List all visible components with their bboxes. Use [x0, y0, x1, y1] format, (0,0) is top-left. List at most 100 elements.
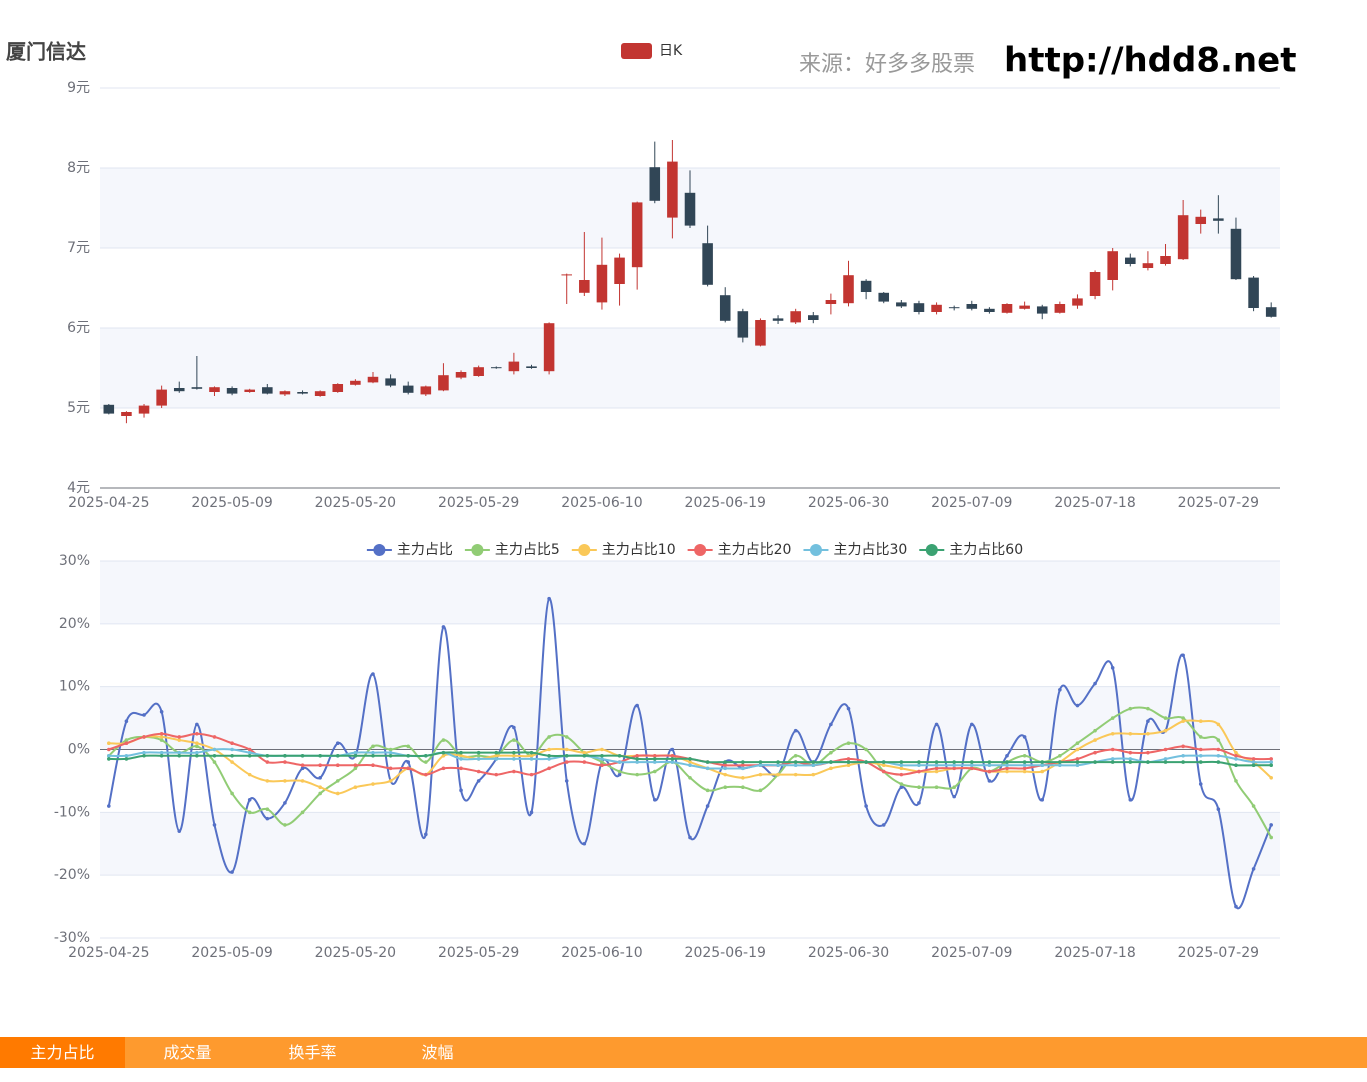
point: [899, 766, 904, 771]
point: [758, 763, 763, 768]
point: [952, 766, 956, 771]
point: [1198, 753, 1203, 758]
point: [371, 672, 375, 676]
point: [512, 725, 516, 730]
point: [247, 747, 252, 752]
candle-body: [948, 307, 960, 309]
point: [142, 753, 146, 758]
point: [1234, 750, 1238, 755]
point: [512, 738, 516, 742]
point: [952, 794, 956, 799]
point: [1128, 731, 1133, 736]
point: [1075, 747, 1080, 752]
point: [1181, 753, 1185, 758]
point: [353, 763, 358, 768]
point: [1110, 731, 1115, 736]
point: [353, 785, 358, 789]
candle-body: [367, 376, 379, 383]
point: [934, 722, 939, 727]
candle-body: [614, 257, 625, 284]
candle-body: [1230, 228, 1242, 280]
point: [1234, 757, 1238, 761]
point: [335, 741, 340, 746]
candle-body: [490, 367, 502, 369]
point: [881, 763, 886, 768]
point: [318, 753, 322, 758]
candle-body: [420, 386, 432, 395]
candle-body: [772, 318, 784, 321]
point: [1181, 653, 1185, 658]
point: [441, 766, 446, 771]
point: [1005, 760, 1009, 764]
point: [107, 747, 111, 752]
point: [1234, 779, 1238, 783]
split-area: [100, 328, 1280, 408]
point: [1040, 769, 1045, 774]
point: [793, 728, 798, 733]
y-tick-label: -10%: [54, 804, 90, 820]
candle-body: [350, 380, 361, 385]
tab[interactable]: 波幅: [421, 1043, 454, 1062]
source-note: 来源：好多多股票: [799, 52, 975, 77]
point: [1198, 782, 1203, 786]
tab[interactable]: 换手率: [288, 1043, 337, 1062]
point: [159, 710, 164, 714]
point: [529, 757, 534, 761]
point: [265, 779, 270, 783]
point: [1075, 757, 1080, 761]
point: [159, 738, 164, 742]
point: [917, 760, 921, 764]
point: [1110, 760, 1115, 764]
candle-body: [402, 385, 414, 393]
point: [635, 703, 639, 708]
point: [1181, 716, 1185, 720]
point: [899, 782, 904, 786]
candle-body: [596, 264, 608, 303]
point: [476, 779, 481, 783]
point: [1146, 719, 1150, 724]
point: [195, 753, 199, 758]
tab[interactable]: 主力占比: [0, 1037, 125, 1068]
candle-body: [878, 292, 890, 302]
legend-label: 主力占比30: [833, 542, 907, 558]
point: [1128, 750, 1133, 755]
point: [1251, 804, 1256, 808]
point: [987, 763, 992, 768]
point: [1181, 719, 1185, 724]
point: [195, 744, 199, 749]
candle-body: [1142, 263, 1154, 268]
point: [1146, 731, 1150, 736]
legend-label: 主力占比10: [602, 542, 676, 558]
tab[interactable]: 成交量: [163, 1043, 212, 1062]
point: [987, 760, 992, 764]
candle-body: [1036, 306, 1048, 314]
point: [371, 763, 375, 768]
candle-body: [526, 366, 537, 368]
point: [406, 766, 411, 771]
point: [917, 785, 921, 789]
point: [670, 753, 675, 758]
point: [230, 870, 234, 874]
candle-body: [1072, 298, 1083, 306]
point: [1163, 716, 1168, 720]
point: [635, 757, 639, 761]
point: [476, 753, 481, 758]
point: [424, 772, 428, 777]
candle-body: [1160, 256, 1171, 264]
x-tick-label: 2025-05-09: [191, 495, 272, 511]
candle-body: [579, 280, 590, 293]
x-tick-label: 2025-05-29: [438, 945, 519, 961]
point: [300, 779, 305, 783]
point: [547, 596, 551, 601]
point: [917, 801, 921, 805]
point: [512, 757, 516, 761]
point: [723, 785, 728, 789]
point: [547, 747, 551, 752]
point: [741, 766, 745, 771]
point: [864, 747, 868, 752]
point: [283, 760, 287, 764]
point: [846, 760, 851, 764]
x-tick-label: 2025-06-19: [685, 495, 766, 511]
candle-body: [719, 295, 731, 321]
